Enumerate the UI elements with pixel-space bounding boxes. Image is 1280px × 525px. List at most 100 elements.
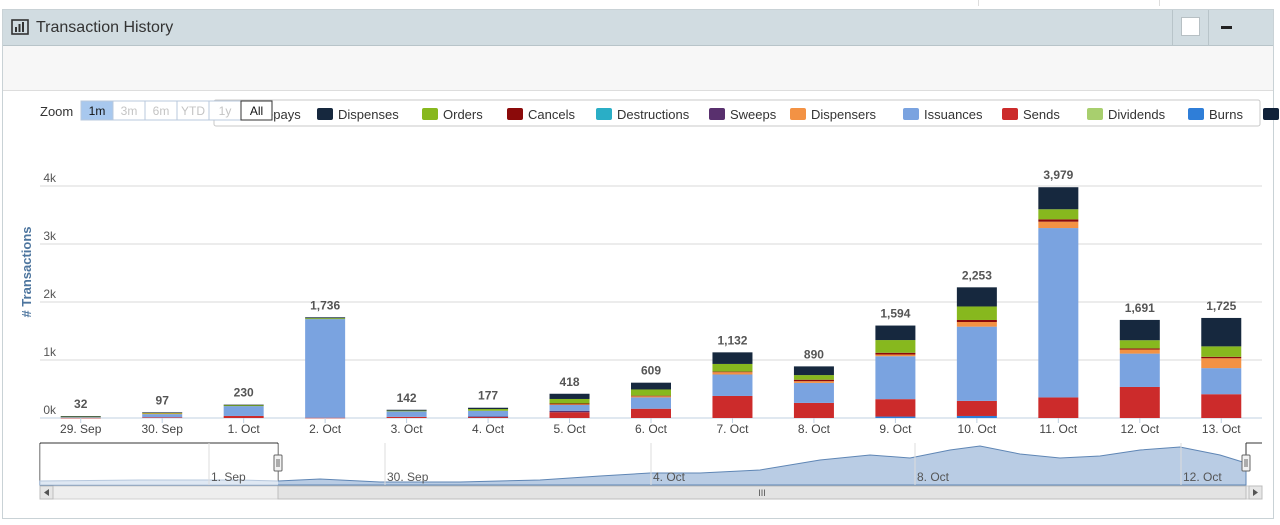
legend-swatch-burns[interactable] bbox=[1188, 108, 1204, 120]
zoom-button-all[interactable] bbox=[240, 100, 273, 121]
bar-segment-dispenses[interactable] bbox=[549, 393, 590, 399]
bar-segment-sends[interactable] bbox=[386, 416, 427, 418]
bar-segment-orders[interactable] bbox=[1038, 209, 1079, 220]
bar-segment-sends[interactable] bbox=[631, 408, 671, 418]
bar-segment-issuances[interactable] bbox=[956, 326, 997, 401]
legend-item-burns[interactable]: Burns bbox=[1209, 107, 1243, 122]
bar-segment-dispensers[interactable] bbox=[631, 396, 671, 398]
bar-segment-orders[interactable] bbox=[712, 363, 753, 372]
legend-swatch-cancels[interactable] bbox=[507, 108, 523, 120]
bar-segment-dispenses[interactable] bbox=[386, 409, 427, 411]
bar-segment-dispenses[interactable] bbox=[305, 317, 346, 319]
bar-segment-dispenses[interactable] bbox=[468, 407, 509, 410]
bar-segment-orders[interactable] bbox=[956, 306, 997, 320]
bar-segment-cancels[interactable] bbox=[712, 371, 753, 373]
bar-segment-cancels[interactable] bbox=[549, 403, 590, 405]
bar-segment-dispensers[interactable] bbox=[549, 404, 590, 405]
bar-segment-dispenses[interactable] bbox=[875, 325, 916, 341]
bar-segment-orders[interactable] bbox=[386, 410, 427, 412]
bar-segment-dispensers[interactable] bbox=[956, 322, 997, 327]
bar-segment-orders[interactable] bbox=[60, 416, 101, 418]
bar-segment-issuances[interactable] bbox=[386, 411, 427, 417]
bar-segment-sweeps[interactable] bbox=[468, 416, 509, 418]
bar-segment-issuances[interactable] bbox=[793, 382, 834, 403]
legend-swatch-orders[interactable] bbox=[422, 108, 438, 120]
bar-segment-issuances[interactable] bbox=[1038, 228, 1079, 398]
bar-segment-orders[interactable] bbox=[549, 398, 590, 404]
bar-segment-dispensers[interactable] bbox=[875, 354, 916, 357]
bar-segment-sends[interactable] bbox=[1201, 394, 1242, 418]
bar-segment-orders[interactable] bbox=[468, 409, 509, 411]
bar-segment-sends[interactable] bbox=[142, 417, 183, 418]
bar-segment-issuances[interactable] bbox=[631, 397, 671, 409]
bar-segment-dispenses[interactable] bbox=[1201, 317, 1242, 347]
bar-segment-orders[interactable] bbox=[631, 389, 671, 396]
bar-segment-dispensers[interactable] bbox=[1038, 221, 1079, 229]
bar-segment-burns[interactable] bbox=[875, 416, 916, 418]
bar-segment-issuances[interactable] bbox=[60, 417, 101, 418]
bar-segment-dispensers[interactable] bbox=[1201, 358, 1242, 369]
scrollbar-thumb[interactable] bbox=[277, 485, 1247, 500]
bar-segment-sends[interactable] bbox=[468, 416, 509, 418]
maximize-button[interactable] bbox=[1172, 10, 1208, 45]
legend-item-dispenses[interactable]: Dispenses bbox=[338, 107, 399, 122]
legend-item-dividends[interactable]: Dividends bbox=[1108, 107, 1166, 122]
legend-swatch-dispenses[interactable] bbox=[317, 108, 333, 120]
bar-segment-sweeps[interactable] bbox=[549, 410, 590, 413]
bar-segment-issuances[interactable] bbox=[305, 319, 346, 418]
bar-segment-cancels[interactable] bbox=[793, 379, 834, 382]
bar-segment-sends[interactable] bbox=[223, 415, 264, 418]
bar-segment-sends[interactable] bbox=[956, 400, 997, 416]
bar-segment-sends[interactable] bbox=[793, 402, 834, 418]
bar-segment-dispenses[interactable] bbox=[142, 412, 183, 413]
bar-segment-dispenses[interactable] bbox=[60, 416, 101, 417]
bar-segment-issuances[interactable] bbox=[223, 406, 264, 416]
navigator-handle-right[interactable] bbox=[1241, 454, 1251, 472]
bar-segment-dispensers[interactable] bbox=[793, 381, 834, 383]
bar-segment-issuances[interactable] bbox=[468, 410, 509, 417]
bar-segment-issuances[interactable] bbox=[549, 404, 590, 411]
bar-segment-cancels[interactable] bbox=[1201, 356, 1242, 359]
bar-segment-orders[interactable] bbox=[223, 404, 264, 407]
bar-segment-orders[interactable] bbox=[793, 375, 834, 380]
bar-segment-sends[interactable] bbox=[712, 395, 753, 418]
bar-segment-dispenses[interactable] bbox=[1119, 319, 1160, 341]
legend-swatch-broadcasts[interactable] bbox=[1263, 108, 1279, 120]
bar-segment-dispenses[interactable] bbox=[956, 287, 997, 307]
legend-swatch-issuances[interactable] bbox=[903, 108, 919, 120]
bar-segment-dispenses[interactable] bbox=[712, 352, 753, 364]
bar-segment-orders[interactable] bbox=[1119, 340, 1160, 349]
bar-segment-issuances[interactable] bbox=[875, 356, 916, 400]
legend-item-dispensers[interactable]: Dispensers bbox=[811, 107, 877, 122]
bar-segment-orders[interactable] bbox=[305, 318, 346, 320]
legend-item-orders[interactable]: Orders bbox=[443, 107, 483, 122]
minimize-button[interactable] bbox=[1208, 10, 1244, 45]
legend-item-cancels[interactable]: Cancels bbox=[528, 107, 575, 122]
bar-segment-sends[interactable] bbox=[549, 412, 590, 418]
bar-segment-cancels[interactable] bbox=[631, 395, 671, 397]
bar-segment-issuances[interactable] bbox=[1201, 368, 1242, 395]
legend-swatch-dispensers[interactable] bbox=[790, 108, 806, 120]
bar-segment-cancels[interactable] bbox=[1038, 219, 1079, 222]
legend-item-truncated[interactable]: epays bbox=[266, 107, 301, 122]
bar-segment-burns[interactable] bbox=[956, 415, 997, 418]
bar-segment-dispenses[interactable] bbox=[223, 404, 264, 406]
legend-swatch-sweeps[interactable] bbox=[709, 108, 725, 120]
bar-segment-cancels[interactable] bbox=[956, 319, 997, 323]
bar-segment-dispensers[interactable] bbox=[1119, 349, 1160, 354]
bar-segment-dispenses[interactable] bbox=[631, 382, 671, 390]
legend-item-issuances[interactable]: Issuances bbox=[924, 107, 983, 122]
bar-segment-dispensers[interactable] bbox=[712, 372, 753, 375]
bar-segment-dispensers[interactable] bbox=[142, 413, 183, 415]
bar-segment-issuances[interactable] bbox=[1119, 353, 1160, 387]
bar-segment-orders[interactable] bbox=[875, 340, 916, 353]
navigator-handle-left[interactable] bbox=[273, 454, 283, 472]
bar-segment-cancels[interactable] bbox=[1119, 348, 1160, 350]
bar-segment-sends[interactable] bbox=[1119, 386, 1160, 418]
legend-item-destructions[interactable]: Destructions bbox=[617, 107, 690, 122]
bar-segment-cancels[interactable] bbox=[875, 352, 916, 355]
bar-segment-issuances[interactable] bbox=[712, 374, 753, 396]
bar-segment-dispenses[interactable] bbox=[793, 366, 834, 376]
legend-item-sends[interactable]: Sends bbox=[1023, 107, 1060, 122]
bar-segment-orders[interactable] bbox=[142, 412, 183, 414]
